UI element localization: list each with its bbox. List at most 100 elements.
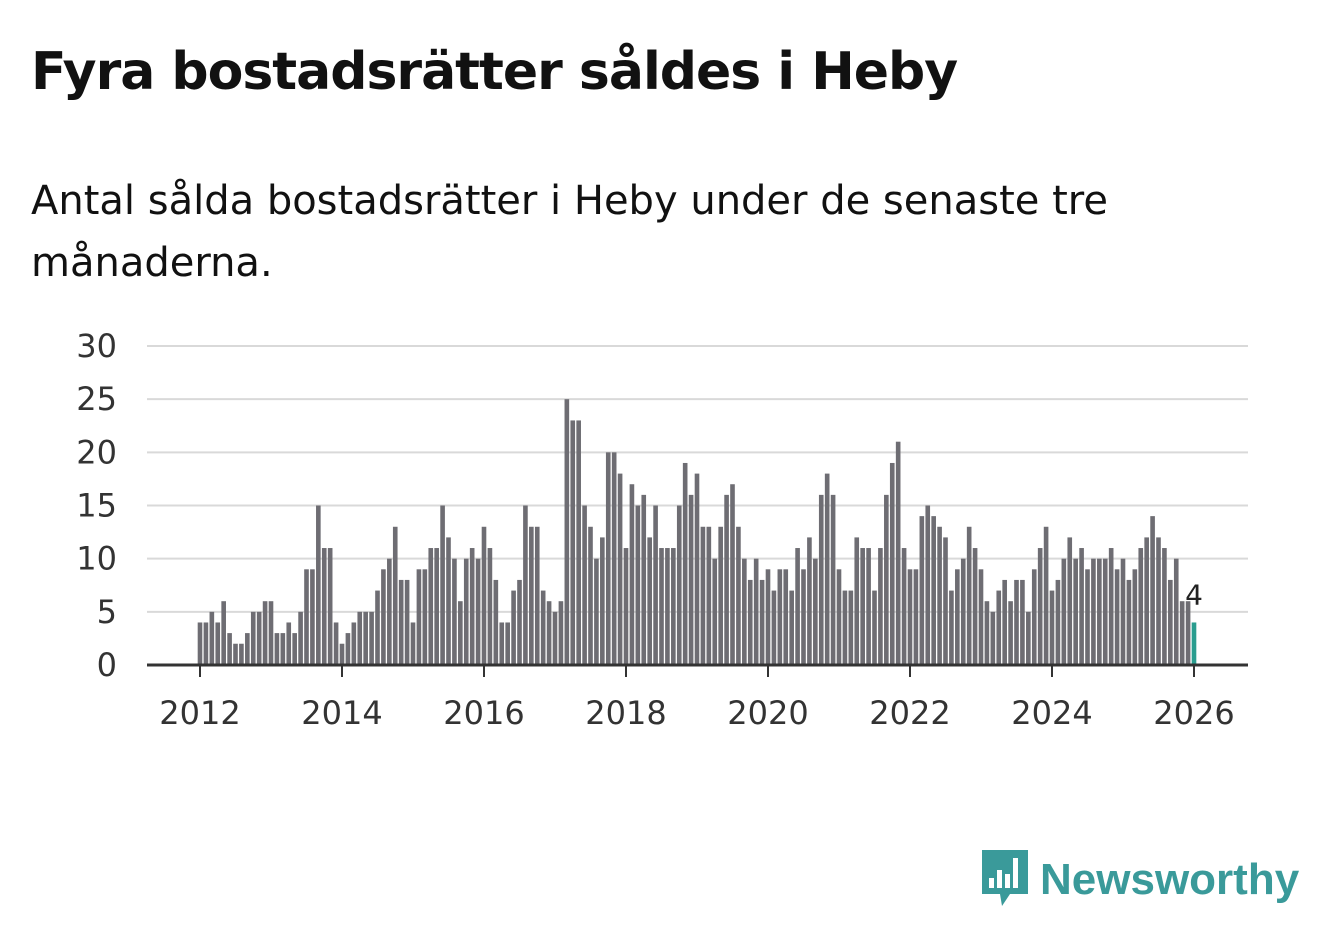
y-tick-label: 5	[97, 593, 117, 631]
bar-highlight	[1191, 622, 1197, 665]
bar	[369, 611, 374, 665]
bar	[895, 441, 901, 665]
bar	[623, 548, 629, 665]
chart-subtitle: Antal sålda bostadsrätter i Heby under d…	[31, 178, 1108, 286]
bar	[813, 558, 818, 665]
bar	[310, 569, 315, 665]
bar	[889, 462, 895, 665]
bar	[493, 579, 499, 665]
bar	[404, 579, 410, 665]
bar	[931, 516, 936, 665]
bar	[676, 505, 682, 665]
bar	[440, 505, 445, 665]
bar	[1114, 569, 1120, 665]
y-tick-label: 20	[76, 433, 117, 471]
bar	[824, 473, 830, 665]
bar	[641, 494, 647, 665]
bar	[653, 505, 658, 665]
bar	[860, 548, 865, 665]
bar	[818, 494, 824, 665]
bar	[540, 590, 546, 665]
bar	[789, 590, 794, 665]
bar	[564, 399, 570, 665]
bar	[617, 473, 623, 665]
bar	[1132, 569, 1138, 665]
bar	[1102, 558, 1108, 665]
bar	[381, 569, 386, 665]
bar	[700, 526, 706, 665]
data-labels: 4	[1185, 578, 1203, 611]
bar	[570, 420, 576, 665]
bar	[972, 548, 978, 665]
bar	[1055, 579, 1061, 665]
bar	[233, 643, 238, 665]
bar	[1091, 558, 1096, 665]
bar	[1049, 590, 1055, 665]
bar	[842, 590, 848, 665]
bar	[1026, 611, 1031, 665]
bar	[984, 601, 990, 665]
y-tick-label: 15	[76, 487, 117, 525]
bar	[304, 569, 309, 665]
bar	[600, 537, 605, 665]
bar	[736, 526, 741, 665]
bar	[268, 601, 274, 665]
bar	[759, 579, 765, 665]
bar	[629, 484, 635, 665]
bars	[197, 399, 1197, 665]
bar	[1073, 558, 1078, 665]
bar	[694, 473, 700, 665]
bar	[730, 484, 735, 665]
y-tick-label: 30	[76, 327, 117, 365]
bar	[375, 590, 380, 665]
bar	[913, 569, 919, 665]
bar	[298, 611, 303, 665]
bar	[1185, 601, 1191, 665]
bar	[854, 537, 860, 665]
bar	[1031, 569, 1037, 665]
bar	[339, 643, 345, 665]
bar	[1120, 558, 1126, 665]
bar	[1156, 537, 1161, 665]
bar	[469, 548, 475, 665]
bar	[1179, 601, 1185, 665]
x-tick-label: 2020	[727, 694, 808, 732]
bar	[955, 569, 960, 665]
bar	[446, 537, 451, 665]
bar	[830, 494, 836, 665]
bar	[718, 526, 723, 665]
bar	[203, 622, 209, 665]
bar	[990, 611, 996, 665]
bar	[919, 516, 925, 665]
x-axis: 2012 2014 2016 2018 2020 2022 2024 2026	[147, 663, 1248, 732]
bar	[286, 622, 292, 665]
bar	[321, 548, 327, 665]
bar	[753, 558, 759, 665]
y-tick-label: 0	[97, 646, 117, 684]
bar	[659, 548, 664, 665]
bar	[1008, 601, 1013, 665]
bar	[866, 548, 871, 665]
bar	[1144, 537, 1149, 665]
bar	[878, 548, 883, 665]
bar	[351, 622, 357, 665]
bar	[682, 462, 688, 665]
bar	[245, 633, 250, 665]
bar	[671, 548, 676, 665]
bar	[724, 494, 729, 665]
x-tick-label: 2024	[1011, 694, 1092, 732]
newsworthy-logo-icon	[980, 848, 1030, 912]
bar	[357, 611, 363, 665]
bar	[1020, 579, 1025, 665]
x-tick-label: 2014	[301, 694, 382, 732]
brand-name: Newsworthy	[1040, 855, 1300, 904]
bar	[410, 622, 416, 665]
bar	[481, 526, 487, 665]
bar	[884, 494, 889, 665]
bar	[665, 548, 670, 665]
bar	[487, 548, 493, 665]
bar	[327, 548, 333, 665]
bar	[1037, 548, 1043, 665]
y-tick-label: 25	[76, 380, 117, 418]
bar	[1043, 526, 1049, 665]
